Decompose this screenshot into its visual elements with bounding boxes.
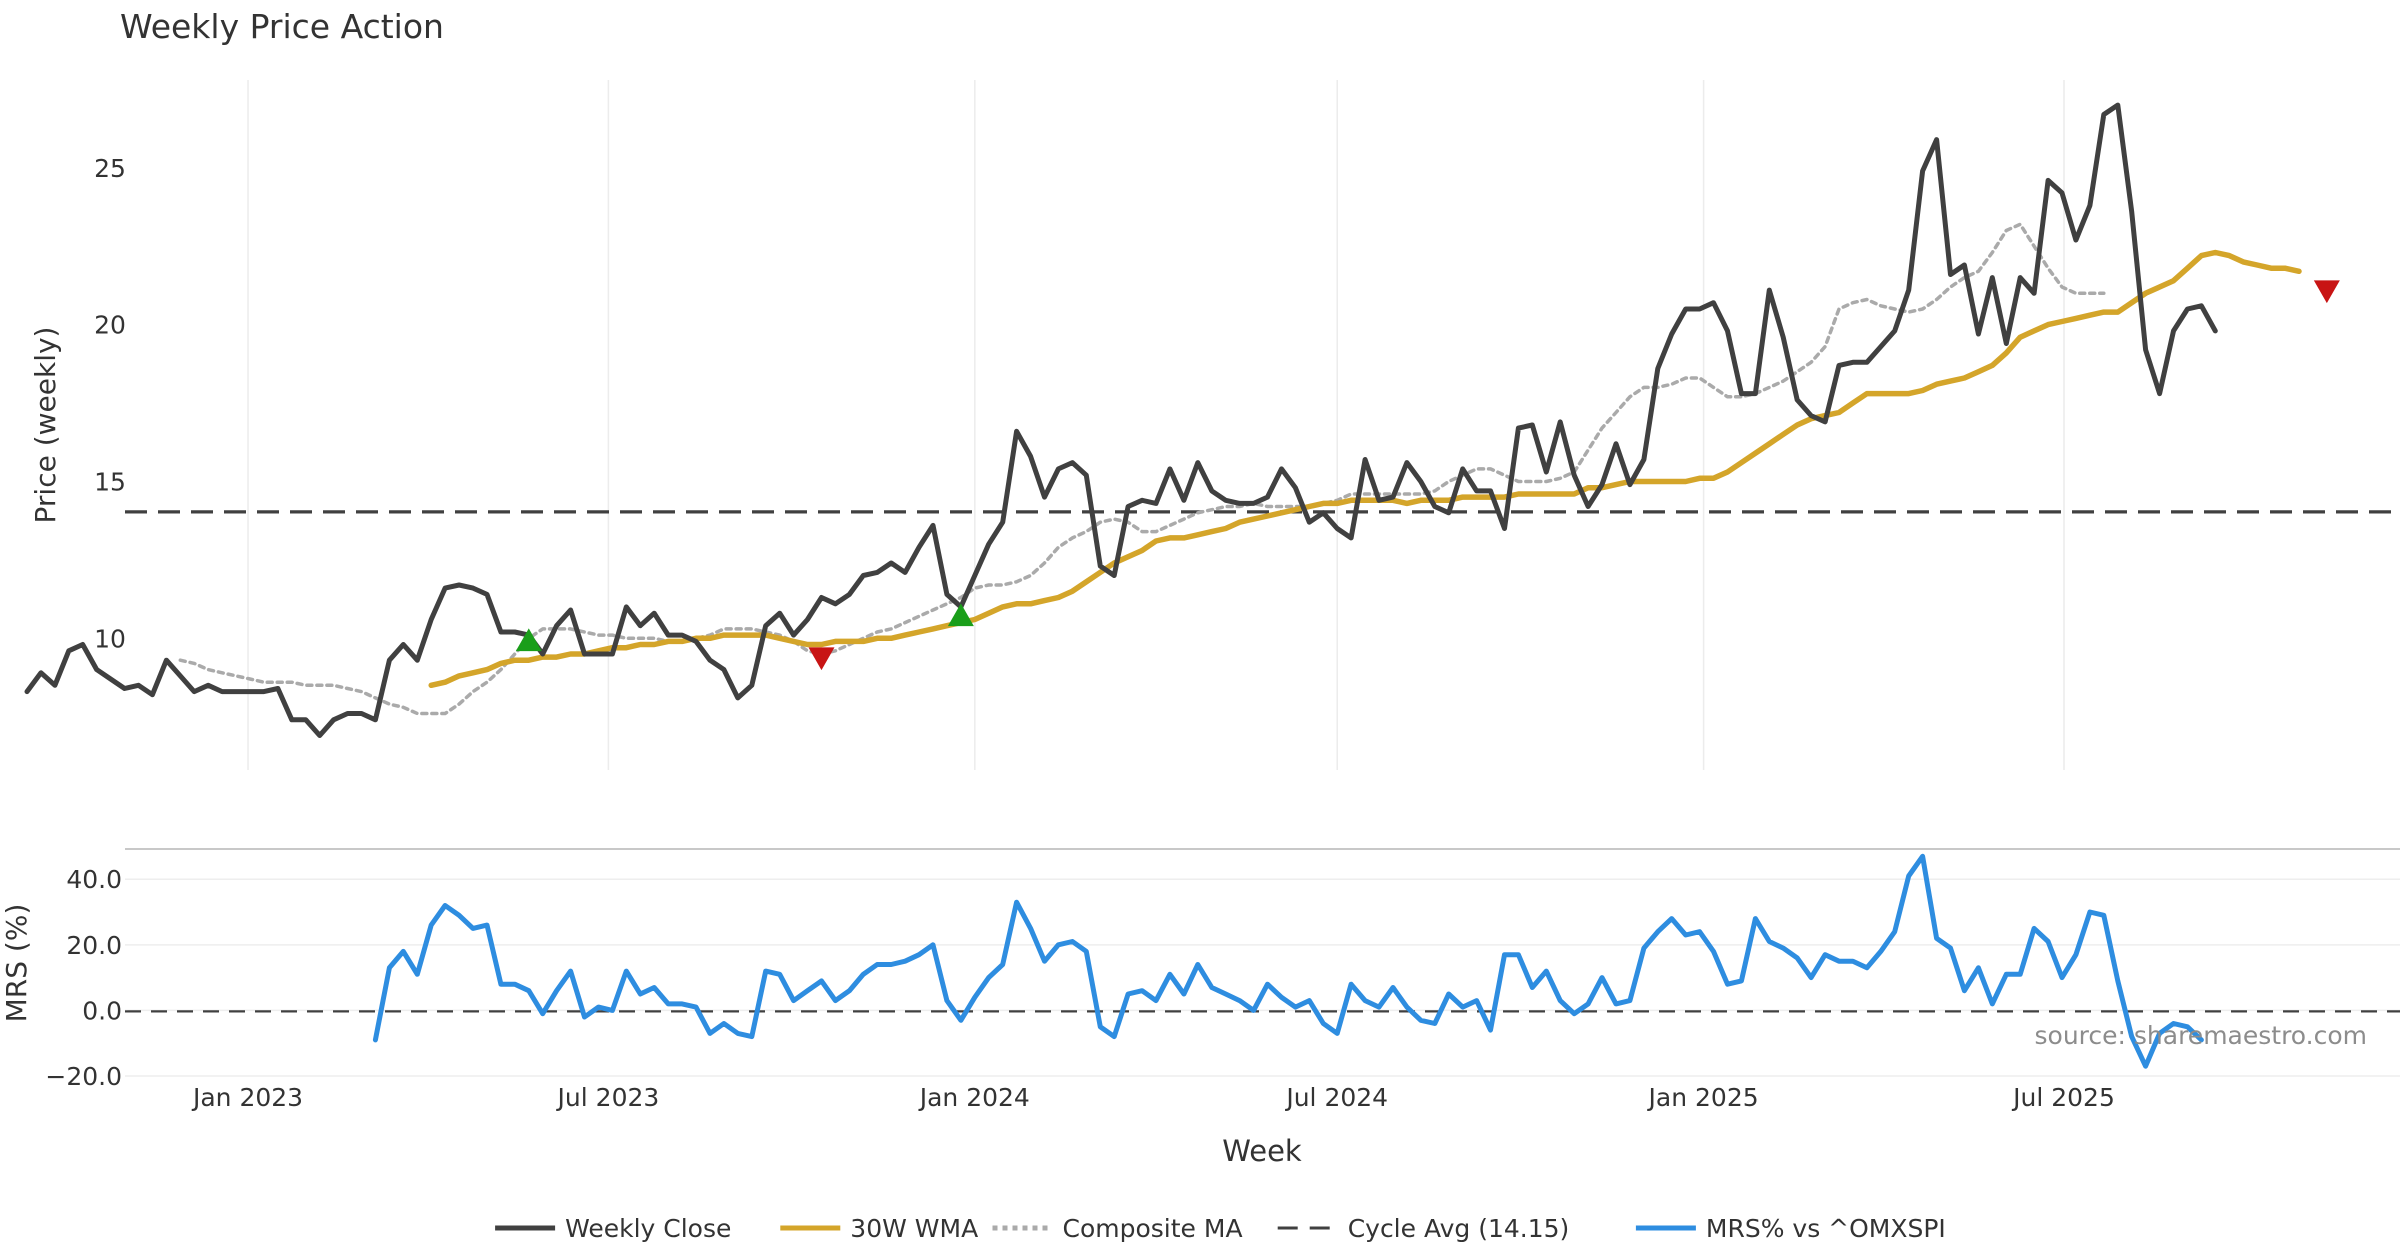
price-y-tick: 10 <box>94 624 126 653</box>
mrs-y-tick-labels: −20.0 0.0 20.0 40.0 <box>45 865 122 1091</box>
price-y-tick-labels: 10 15 20 25 <box>94 154 126 653</box>
signal-markers <box>515 280 2340 671</box>
sell-signal-marker <box>808 647 835 671</box>
legend-label: 30W WMA <box>850 1214 978 1243</box>
mrs-y-axis-label: MRS (%) <box>0 904 33 1023</box>
x-tick: Jan 2024 <box>918 1083 1030 1112</box>
legend: Weekly Close 30W WMA Composite MA Cycle Avg… <box>495 1214 1946 1243</box>
x-tick: Jul 2024 <box>1284 1083 1388 1112</box>
x-tick: Jul 2023 <box>556 1083 660 1112</box>
price-y-tick: 15 <box>94 467 126 496</box>
x-tick: Jul 2025 <box>2011 1083 2115 1112</box>
series-line-weekly-close <box>24 102 2218 738</box>
legend-entry: Composite MA <box>992 1214 1243 1243</box>
legend-entry: MRS% vs ^OMXSPI <box>1635 1214 1946 1243</box>
price-y-tick: 25 <box>94 154 126 183</box>
series-line-mrs <box>372 853 2204 1069</box>
source-annotation: source: sharemaestro.com <box>2035 1021 2368 1050</box>
legend-label: Cycle Avg (14.15) <box>1348 1214 1570 1243</box>
price-series-group <box>24 102 2302 738</box>
legend-label: Composite MA <box>1063 1214 1243 1243</box>
buy-signal-marker <box>515 628 542 652</box>
legend-label: Weekly Close <box>565 1214 731 1243</box>
price-gridlines <box>247 80 2065 770</box>
series-line-30w-wma <box>428 249 2302 689</box>
legend-entry: Weekly Close <box>495 1214 731 1243</box>
sell-signal-marker <box>2313 280 2340 304</box>
x-tick: Jan 2025 <box>1647 1083 1759 1112</box>
x-tick-labels: Jan 2023 Jul 2023 Jan 2024 Jul 2024 Jan 2025… <box>191 1083 2115 1112</box>
price-y-tick: 20 <box>94 311 126 340</box>
buy-signal-marker <box>947 603 974 627</box>
legend-entry: Cycle Avg (14.15) <box>1277 1214 1570 1243</box>
series-line-composite-ma <box>178 222 2106 716</box>
mrs-y-tick: 0.0 <box>82 996 122 1025</box>
price-y-axis-label: Price (weekly) <box>29 327 62 524</box>
legend-label: MRS% vs ^OMXSPI <box>1706 1214 1946 1243</box>
legend-entry: 30W WMA <box>780 1214 978 1243</box>
mrs-y-tick: 20.0 <box>66 931 122 960</box>
chart-title: Weekly Price Action <box>120 7 444 46</box>
mrs-y-tick: −20.0 <box>45 1062 122 1091</box>
mrs-series-group <box>372 853 2204 1069</box>
mrs-y-tick: 40.0 <box>66 865 122 894</box>
x-axis-label: Week <box>1222 1134 1302 1168</box>
x-tick: Jan 2023 <box>191 1083 303 1112</box>
